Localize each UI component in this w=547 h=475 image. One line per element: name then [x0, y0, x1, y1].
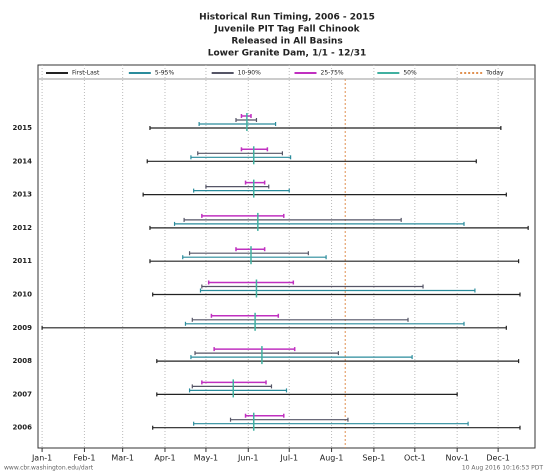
range-bar [41, 325, 507, 330]
chart-title: Historical Run Timing, 2006 - 2015 [199, 13, 375, 23]
range-bar [201, 213, 285, 218]
range-bar [190, 155, 292, 160]
x-tick-label: Jun-1 [237, 454, 258, 463]
x-tick-label: Feb-1 [73, 454, 95, 463]
chart-title: Lower Granite Dam, 1/1 - 12/31 [208, 49, 366, 59]
y-tick-label: 2015 [13, 124, 33, 132]
range-bar [194, 351, 339, 356]
x-tick-label: Jan-1 [31, 454, 52, 463]
range-bar [244, 180, 266, 185]
range-bar [191, 317, 409, 322]
range-bar [198, 122, 277, 126]
range-bar [193, 188, 290, 193]
range-bar [229, 417, 349, 422]
y-tick-label: 2012 [13, 224, 33, 232]
footer-date: 10 Aug 2016 10:16:53 PDT [462, 465, 543, 472]
range-bar [156, 392, 458, 397]
legend-label: 5-95% [155, 70, 175, 77]
x-tick-label: Jul-1 [279, 454, 298, 463]
range-bar [199, 288, 476, 293]
x-tick-label: Apr-1 [154, 454, 175, 463]
range-bar [244, 413, 285, 418]
range-bar [146, 159, 477, 164]
y-tick-label: 2013 [13, 191, 33, 199]
range-bar [210, 313, 280, 318]
legend-label: Today [485, 70, 504, 77]
range-bar [149, 259, 520, 264]
y-tick-label: 2006 [13, 424, 33, 432]
y-tick-label: 2010 [13, 291, 33, 299]
legend-label: 10-90% [238, 70, 261, 77]
legend-label: 25-75% [321, 70, 344, 77]
legend-label: 50% [403, 70, 417, 77]
x-tick-label: Nov-1 [445, 454, 468, 463]
y-tick-label: 2008 [13, 357, 33, 365]
range-bar [188, 388, 288, 393]
range-bar [149, 126, 502, 130]
x-tick-label: Oct-1 [404, 454, 426, 463]
range-bar [149, 225, 529, 230]
footer-source: www.cbr.washington.edu/dart [4, 465, 94, 472]
legend-label: First-Last [72, 70, 100, 77]
chart-title: Juvenile PIT Tag Fall Chinook [213, 25, 360, 35]
range-bar [207, 280, 295, 285]
range-bar [184, 321, 465, 326]
range-bar [205, 184, 270, 189]
range-bar [156, 359, 520, 364]
y-tick-label: 2011 [13, 257, 33, 265]
x-tick-label: Mar-1 [111, 454, 134, 463]
x-tick-label: Aug-1 [320, 454, 344, 463]
range-bar [197, 151, 284, 156]
x-tick-label: Dec-1 [486, 454, 509, 463]
plot-frame [37, 64, 536, 449]
range-bar [142, 192, 507, 197]
range-bar [190, 355, 413, 360]
range-bar [183, 217, 402, 222]
range-bar [201, 284, 424, 289]
range-bar [173, 221, 465, 226]
range-bar [191, 384, 273, 389]
x-tick-label: May-1 [194, 454, 218, 463]
range-bar [193, 421, 469, 426]
y-tick-label: 2014 [13, 157, 33, 165]
range-bar [188, 251, 309, 256]
range-bar [152, 425, 521, 430]
range-bar [152, 292, 521, 297]
y-tick-label: 2009 [13, 324, 33, 332]
y-tick-label: 2007 [13, 390, 33, 398]
range-bar [182, 255, 327, 260]
chart-title: Released in All Basins [231, 37, 342, 47]
range-bar [213, 347, 296, 352]
x-tick-label: Sep-1 [362, 454, 385, 463]
